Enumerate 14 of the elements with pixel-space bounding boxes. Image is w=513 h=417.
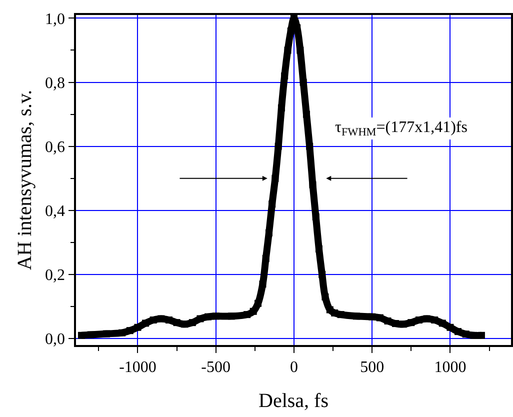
x-tick-label: -500 xyxy=(201,358,231,376)
annotation: τ$_{FWHM}$=(177x1,41)fs xyxy=(335,119,468,138)
x-tick-label: 1000 xyxy=(434,358,466,376)
x-axis-title: Delsa, fs xyxy=(258,390,329,412)
y-tick-label: 0,4 xyxy=(45,203,66,220)
y-tick-label: 0,0 xyxy=(45,331,66,348)
x-tick-label: -1000 xyxy=(119,358,156,376)
x-tick-label: 0 xyxy=(290,358,298,376)
y-tick-label: 0,6 xyxy=(45,138,66,156)
x-tick-label: 500 xyxy=(360,358,384,376)
y-tick-label: 0,8 xyxy=(45,74,66,92)
y-tick-label: 0,2 xyxy=(45,267,66,284)
y-tick-label: 1,0 xyxy=(45,10,66,28)
y-axis-title: AH intensyvumas, s.v. xyxy=(14,90,36,270)
